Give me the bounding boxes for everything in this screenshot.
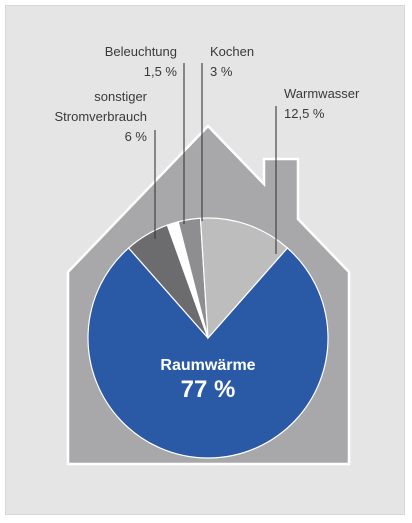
chart-frame: sonstiger Stromverbrauch 6 % Beleuchtung 1,5…	[5, 5, 405, 515]
leader-lines	[154, 63, 277, 254]
slice-labels: sonstiger Stromverbrauch 6 % Beleuchtung 1,5…	[55, 44, 361, 144]
slice-name-label: Kochen	[210, 44, 254, 59]
slice-name-label: sonstiger	[94, 89, 147, 104]
center-label-raumwaerme: Raumwärme	[160, 357, 255, 374]
slice-value-label: 1,5 %	[144, 64, 178, 79]
house-pie-chart: sonstiger Stromverbrauch 6 % Beleuchtung 1,5…	[55, 44, 361, 466]
center-value-raumwaerme: 77 %	[181, 376, 236, 403]
pie-slice-warmwasser	[199, 217, 289, 340]
slice-name-label: Stromverbrauch	[55, 109, 147, 124]
slice-value-label: 3 %	[210, 64, 233, 79]
slice-value-label: 6 %	[125, 129, 148, 144]
slice-value-label: 12,5 %	[284, 106, 325, 121]
slice-name-label: Beleuchtung	[105, 44, 177, 59]
pie-slices	[87, 217, 329, 459]
pie-slice-raumwärme	[87, 247, 329, 459]
slice-name-label: Warmwasser	[284, 86, 360, 101]
